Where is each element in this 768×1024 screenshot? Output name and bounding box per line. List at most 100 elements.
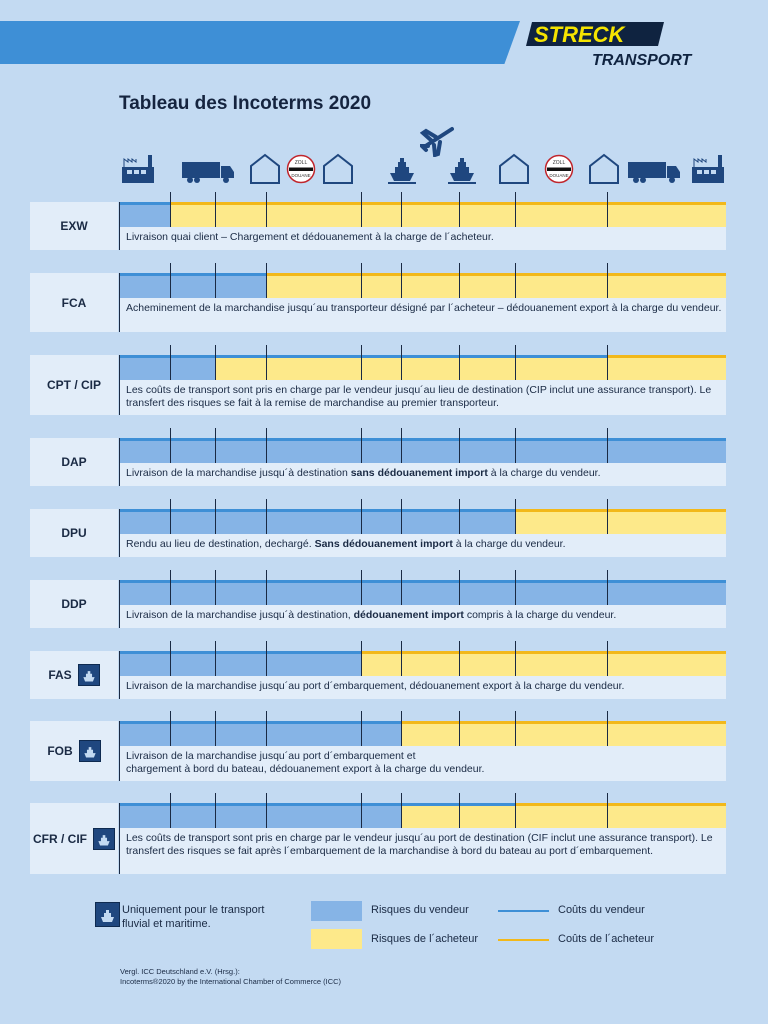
buyer-cost-line	[515, 509, 726, 512]
seller-risk-segment	[119, 202, 170, 227]
footer-line-1: Vergl. ICC Deutschland e.V. (Hrsg.):	[120, 967, 240, 976]
column-divider	[515, 263, 516, 298]
column-divider	[361, 641, 362, 676]
column-divider	[515, 793, 516, 828]
column-divider	[459, 345, 460, 380]
incoterm-code-text: FAS	[48, 668, 72, 682]
buyer-risk-segment	[401, 721, 726, 746]
seller-cost-line	[119, 438, 726, 441]
column-divider	[459, 263, 460, 298]
legend-buyer-cost-label: Coûts de l´acheteur	[558, 933, 654, 945]
description-text: compris à la charge du vendeur.	[463, 609, 617, 621]
column-divider	[401, 641, 402, 676]
row-left-edge	[119, 438, 120, 486]
description-text: Acheminement de la marchandise jusqu´au …	[126, 302, 722, 314]
column-divider	[607, 345, 608, 380]
incoterm-row: CFR / CIF Les coûts de transport sont pri…	[30, 793, 726, 874]
description-text: Livraison de la marchandise jusqu´au por…	[126, 750, 416, 762]
buyer-risk-segment	[515, 509, 726, 534]
truck-icon	[182, 160, 236, 189]
column-divider	[401, 499, 402, 534]
maritime-ship-icon	[78, 740, 101, 762]
incoterm-description: Rendu au lieu de destination, dechargé. …	[119, 534, 726, 557]
legend-seller-risk-label: Risques du vendeur	[371, 904, 469, 916]
incoterm-code: DDP	[30, 580, 118, 628]
description-text: à la charge du vendeur.	[452, 538, 566, 550]
column-divider	[170, 711, 171, 746]
column-divider	[170, 793, 171, 828]
buyer-risk-segment	[266, 273, 726, 298]
seller-risk-segment	[119, 509, 515, 534]
column-divider	[607, 263, 608, 298]
description-text: Rendu au lieu de destination, dechargé.	[126, 538, 315, 550]
risk-cost-bar	[119, 273, 726, 298]
incoterm-code-text: DDP	[61, 597, 87, 611]
svg-text:STRECK: STRECK	[534, 22, 627, 47]
incoterm-code: CPT / CIP	[30, 355, 118, 415]
incoterm-row: DDP Livraison de la marchandise jusqu´à d…	[30, 570, 726, 628]
buyer-cost-line	[266, 273, 726, 276]
svg-text:TRANSPORT: TRANSPORT	[592, 52, 692, 69]
column-divider	[266, 711, 267, 746]
incoterm-row: FCA Acheminement de la marchandise jusqu´…	[30, 263, 726, 332]
risk-cost-bar	[119, 438, 726, 463]
incoterm-description: Les coûts de transport sont pris en char…	[119, 828, 726, 874]
legend-seller-risk-swatch	[311, 901, 362, 921]
description-text: Les coûts de transport sont pris en char…	[126, 832, 713, 857]
column-divider	[401, 192, 402, 227]
column-divider	[266, 263, 267, 298]
column-divider	[215, 641, 216, 676]
risk-cost-bar	[119, 202, 726, 227]
legend-buyer-risk-label: Risques de l´acheteur	[371, 933, 479, 945]
column-divider	[215, 428, 216, 463]
svg-text:DOUANE: DOUANE	[291, 173, 310, 178]
column-divider	[607, 641, 608, 676]
header-banner	[0, 21, 520, 64]
buyer-cost-line	[515, 803, 726, 806]
streck-transport-logo: STRECK TRANSPORT	[526, 22, 692, 69]
risk-cost-bar	[119, 580, 726, 605]
description-bold-text: sans dédouanement import	[350, 467, 488, 479]
incoterm-code-text: CPT / CIP	[46, 378, 101, 392]
column-divider	[170, 263, 171, 298]
column-divider	[170, 641, 171, 676]
incoterm-code-text: FCA	[61, 295, 87, 310]
column-divider	[170, 345, 171, 380]
incoterm-description: Les coûts de transport sont pris en char…	[119, 380, 726, 415]
seller-risk-segment	[119, 651, 361, 676]
column-divider	[401, 263, 402, 298]
row-left-edge	[119, 202, 120, 250]
column-divider	[170, 192, 171, 227]
incoterm-code: EXW	[30, 202, 118, 250]
risk-cost-bar	[119, 355, 726, 380]
incoterm-row: EXW Livraison quai client – Chargement et…	[30, 192, 726, 250]
buyer-risk-segment	[361, 651, 726, 676]
row-left-edge	[119, 651, 120, 699]
incoterm-code: FAS	[30, 651, 118, 699]
description-text: à la charge du vendeur.	[487, 467, 601, 479]
column-divider	[607, 428, 608, 463]
warehouse-icon	[249, 153, 281, 190]
column-divider	[361, 192, 362, 227]
column-divider	[607, 711, 608, 746]
column-divider	[459, 793, 460, 828]
incoterm-description: Livraison de la marchandise jusqu´au por…	[119, 676, 726, 699]
column-divider	[266, 499, 267, 534]
column-divider	[215, 793, 216, 828]
incoterm-row: DPU Rendu au lieu de destination, decharg…	[30, 499, 726, 557]
column-divider	[170, 428, 171, 463]
page-title: Tableau des Incoterms 2020	[119, 93, 372, 114]
seller-cost-line	[119, 721, 401, 724]
description-text: Livraison quai client – Chargement et dé…	[126, 231, 494, 243]
column-divider	[401, 570, 402, 605]
column-divider	[459, 428, 460, 463]
description-text: Les coûts de transport sont pris en char…	[126, 384, 712, 409]
seller-cost-line	[119, 273, 266, 276]
buyer-cost-line	[170, 202, 726, 205]
buyer-risk-segment	[401, 803, 726, 828]
incoterm-description: Livraison de la marchandise jusqu´à dest…	[119, 605, 726, 628]
column-divider	[215, 192, 216, 227]
column-divider	[401, 793, 402, 828]
row-left-edge	[119, 721, 120, 781]
seller-cost-line	[119, 355, 607, 358]
